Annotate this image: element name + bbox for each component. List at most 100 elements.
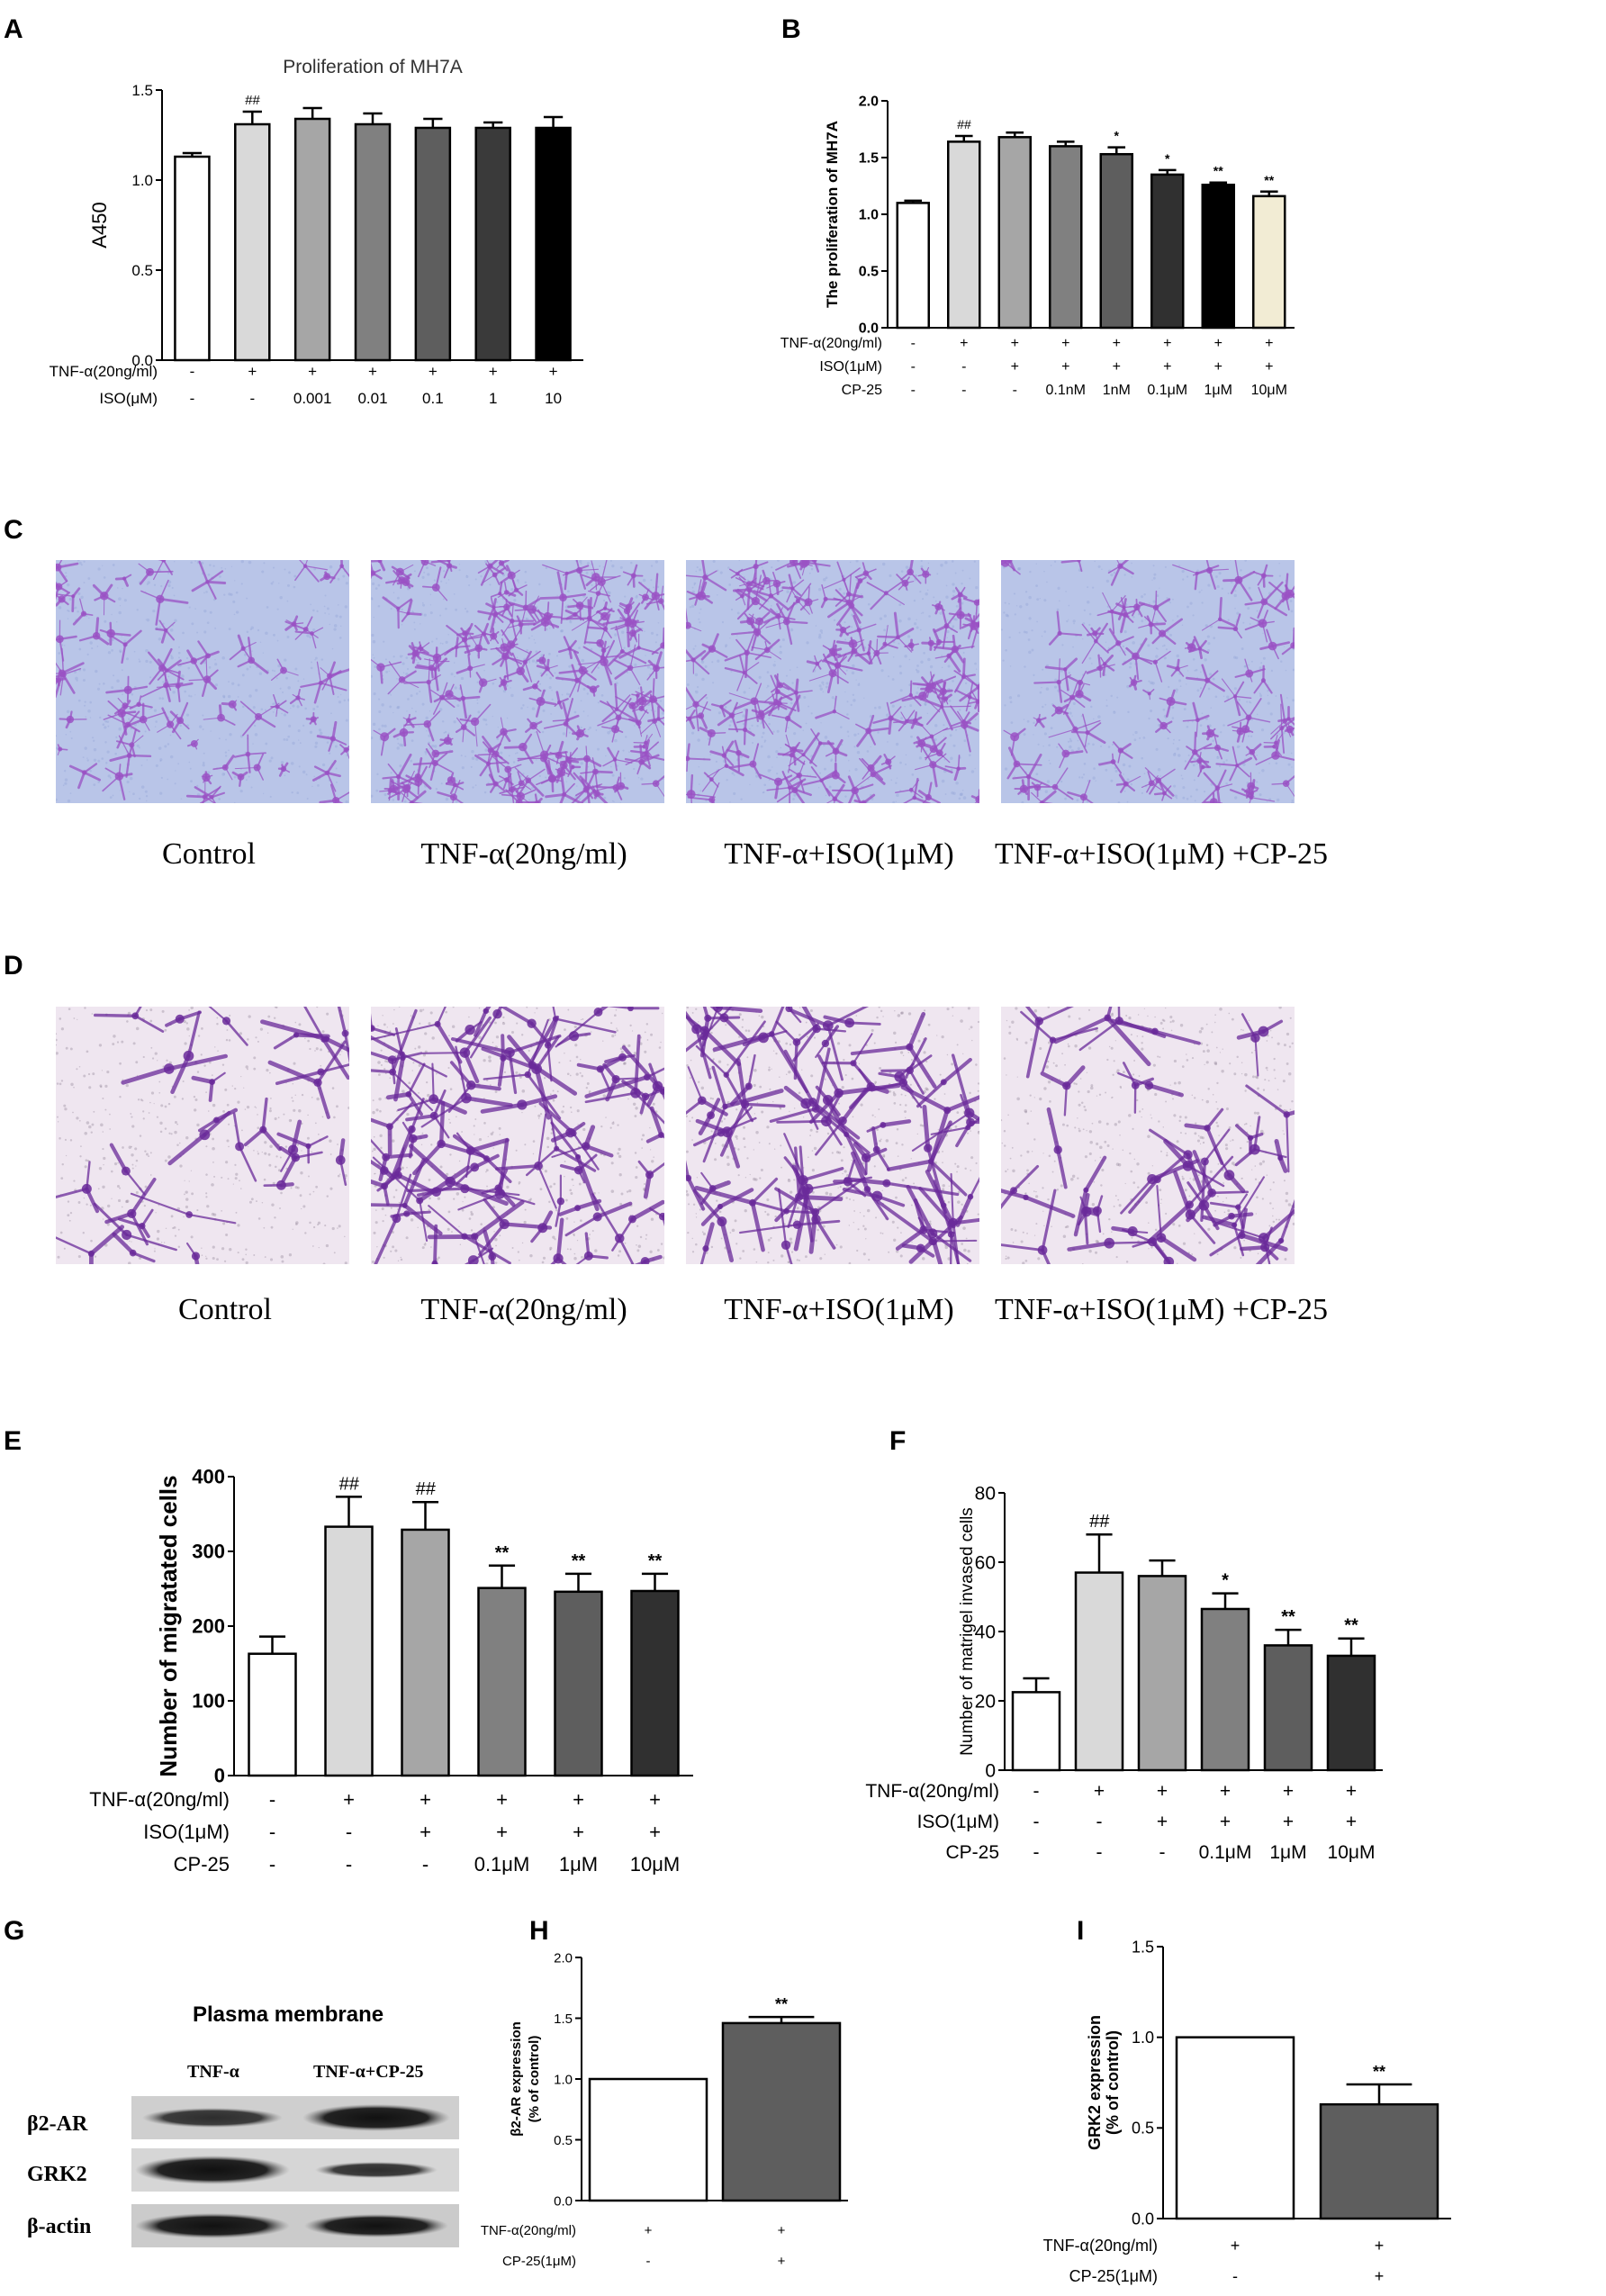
micrograph-c-3-cell-arm-63-1 xyxy=(836,561,845,581)
micrograph-c-4-cell-body-42 xyxy=(1061,749,1070,758)
micrograph-c-3-pore-218 xyxy=(970,703,972,706)
micrograph-c-3-cell-arm-70-0 xyxy=(765,620,788,628)
micrograph-c-1-cell-body-65 xyxy=(324,770,330,776)
micrograph-c-1-pore-345 xyxy=(146,618,150,622)
micrograph-c-1-cell-arm-69-2 xyxy=(123,629,142,646)
micrograph-c-1-pore-234 xyxy=(222,696,226,699)
micrograph-c-2-cell-body-104 xyxy=(562,791,567,797)
micrograph-c-1-cell-arm-4-3 xyxy=(206,570,224,583)
micrograph-c-3-cell-body-15 xyxy=(740,593,744,599)
micrograph-c-3-pore-436 xyxy=(952,583,955,586)
micrograph-d-1-pore-139 xyxy=(144,1150,147,1153)
micrograph-c-4-cell-arm-11-3 xyxy=(1280,717,1295,729)
micrograph-c-2-pore-218 xyxy=(633,767,636,771)
micrograph-c-4-pore-34 xyxy=(1262,656,1266,660)
micrograph-c-4-cell-arm-89-0 xyxy=(1086,731,1106,745)
micrograph-c-4-cell-arm-74-1 xyxy=(1154,650,1171,663)
micrograph-c-1-cell-arm-17-3 xyxy=(166,659,182,673)
micrograph-c-4-cell-body-44 xyxy=(1122,605,1126,610)
micrograph-c-1-pore-288 xyxy=(285,676,288,680)
micrograph-c-1-pore-206 xyxy=(290,762,294,765)
micrograph-c-4-pore-52 xyxy=(1039,691,1042,694)
condition-label-e-1: ISO(1μM) xyxy=(143,1821,230,1843)
micrograph-c-4-cell-arm-18-1 xyxy=(1048,728,1076,738)
micrograph-c-2-pore-96 xyxy=(551,698,554,701)
micrograph-d-1-pore-235 xyxy=(256,1200,257,1203)
micrograph-c-4-cell-body-87 xyxy=(1102,662,1107,666)
micrograph-c-3-pore-189 xyxy=(717,659,720,663)
micrograph-c-2-pore-113 xyxy=(527,706,528,709)
micrograph-c-4-cell-arm-6-3 xyxy=(1160,618,1183,635)
micrograph-c-1-pore-115 xyxy=(262,652,265,654)
micrograph-c-3-cell-body-98 xyxy=(753,628,762,637)
micrograph-c-2-cell-arm-61-0 xyxy=(626,622,630,647)
condition-value-h-1-0: - xyxy=(646,2254,651,2269)
micrograph-c-4-cell-arm-35-2 xyxy=(1193,636,1201,650)
micrograph-c-2-cell-body-155 xyxy=(462,630,468,637)
micrograph-c-4-pore-153 xyxy=(1110,573,1114,577)
micrograph-c-2-pore-305 xyxy=(455,800,458,803)
micrograph-c-1-pore-284 xyxy=(250,626,254,630)
micrograph-c-3-cell-arm-123-3 xyxy=(820,779,831,797)
micrograph-c-3-cell-body-105 xyxy=(866,651,871,655)
micrograph-c-2-cell-body-9 xyxy=(460,695,466,701)
micrograph-c-3-pore-261 xyxy=(767,769,771,773)
micrograph-c-2-pore-261 xyxy=(578,798,581,800)
micrograph-c-2-pore-79 xyxy=(640,777,644,781)
micrograph-c-1-pore-208 xyxy=(138,660,141,663)
micrograph-d-1-texture xyxy=(56,1007,349,1264)
micrograph-d-1-pore-51 xyxy=(314,1050,316,1052)
micrograph-c-2-cell-arm-125-0 xyxy=(411,801,423,803)
micrograph-c-4-pore-233 xyxy=(1095,780,1096,782)
micrograph-c-4-pore-315 xyxy=(1042,668,1044,671)
micrograph-c-4-pore-437 xyxy=(1087,586,1089,589)
micrograph-c-2-pore-84 xyxy=(545,628,548,631)
micrograph-c-4-pore-12 xyxy=(1009,665,1012,667)
micrograph-c-1-cell-arm-21-0 xyxy=(83,771,102,782)
micrograph-c-2-cell-arm-133-0 xyxy=(586,787,591,803)
micrograph-c-2-pore-474 xyxy=(548,685,552,690)
micrograph-d-1-pore-249 xyxy=(164,1028,167,1032)
micrograph-c-1-pore-475 xyxy=(287,686,291,690)
micrograph-c-4-cell-arm-2-4 xyxy=(1234,695,1252,699)
micrograph-c-3-pore-158 xyxy=(887,741,889,743)
micrograph-c-2-pore-306 xyxy=(371,597,374,600)
micrograph-c-4-pore-201 xyxy=(1035,773,1039,776)
condition-value-b-1-1: - xyxy=(961,359,966,375)
micrograph-d-1-pore-142 xyxy=(59,1017,62,1020)
micrograph-d-1-pore-81 xyxy=(197,1035,201,1037)
micrograph-c-4-pore-302 xyxy=(1195,763,1198,765)
micrograph-c-2-cell-arm-125-3 xyxy=(401,791,413,803)
micrograph-c-1-cell-arm-29-1 xyxy=(109,754,131,763)
micrograph-c-2-pore-485 xyxy=(371,737,374,740)
micrograph-c-1-pore-52 xyxy=(259,641,262,643)
micrograph-c-4-pore-499 xyxy=(1123,629,1127,634)
micrograph-d-1-pore-199 xyxy=(213,1213,217,1216)
micrograph-c-1-pore-365 xyxy=(116,621,118,623)
micrograph-c-2-cell-arm-119-0 xyxy=(477,610,497,617)
condition-value-b-1-0: - xyxy=(911,359,916,375)
micrograph-c-3-pore-323 xyxy=(916,626,919,629)
micrograph-c-2-pore-204 xyxy=(603,599,606,602)
micrograph-d-1-pore-189 xyxy=(176,1123,179,1125)
y-tick-label-e-4: 400 xyxy=(192,1466,225,1488)
micrograph-c-4-pore-260 xyxy=(1171,717,1175,719)
y-tick-label-i-0: 0.0 xyxy=(1132,2210,1154,2228)
micrograph-c-3-pore-107 xyxy=(763,783,767,787)
significance-f-5: ** xyxy=(1344,1616,1358,1636)
micrograph-c-2-pore-186 xyxy=(411,707,413,710)
micrograph-c-4-pore-72 xyxy=(1282,731,1286,735)
micrograph-c-4-pore-63 xyxy=(1140,595,1144,599)
micrograph-c-4-cell-arm-34-1 xyxy=(1218,596,1223,621)
micrograph-c-2-pore-283 xyxy=(403,800,407,803)
micrograph-c-2-pore-473 xyxy=(650,579,653,582)
micrograph-c-2-pore-270 xyxy=(500,751,503,755)
micrograph-c-3-cell-body-59 xyxy=(839,627,847,634)
micrograph-c-3-pore-130 xyxy=(760,745,763,748)
micrograph-c-1-pore-378 xyxy=(96,646,99,647)
micrograph-c-1-pore-113 xyxy=(312,628,316,632)
micrograph-c-1-cell-arm-12-3 xyxy=(158,597,189,604)
micrograph-c-2-pore-16 xyxy=(589,726,591,729)
micrograph-c-1-pore-314 xyxy=(195,784,199,788)
micrograph-c-4-cell-arm-20-2 xyxy=(1234,560,1240,581)
